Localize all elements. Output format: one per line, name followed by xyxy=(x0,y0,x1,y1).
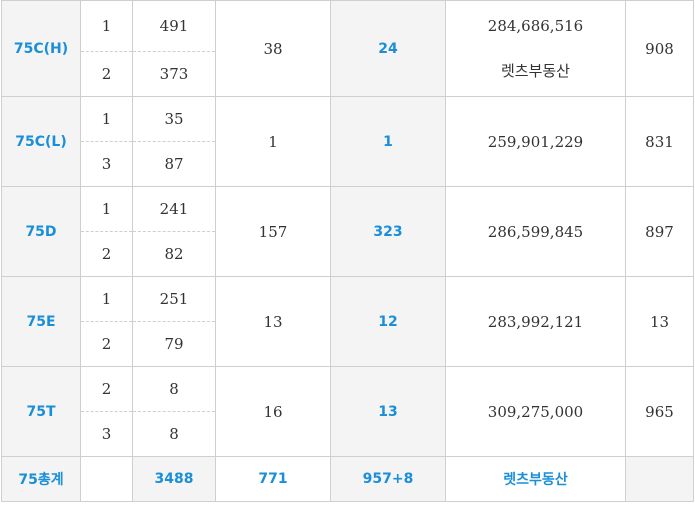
sub-cell: 1 xyxy=(80,0,133,52)
table-row: 2 79 xyxy=(2,321,694,367)
table-row: 3 8 xyxy=(2,411,694,457)
table-row: 3 87 xyxy=(2,141,694,187)
count-cell: 8 xyxy=(132,411,216,457)
value-b-cell: 24 xyxy=(330,0,446,97)
sub-cell: 2 xyxy=(80,366,133,412)
category-cell: 75D xyxy=(1,186,81,277)
total-last xyxy=(625,456,694,502)
table-row: 2 373 xyxy=(2,50,694,98)
category-cell: 75C(H) xyxy=(1,0,81,97)
value-b-cell: 1 xyxy=(330,96,446,187)
price-cell: 259,901,229 xyxy=(445,96,626,187)
last-value-cell: 13 xyxy=(625,276,694,367)
sub-cell: 3 xyxy=(80,411,133,457)
value-a-cell: 1 xyxy=(215,96,331,187)
category-cell: 75T xyxy=(1,366,81,457)
count-cell: 87 xyxy=(132,141,216,187)
last-value-cell: 897 xyxy=(625,186,694,277)
price-cell: 286,599,845 xyxy=(445,186,626,277)
total-row: 75총계 3488 771 957+8 렛츠부동산 xyxy=(1,456,694,502)
value-b-cell: 323 xyxy=(330,186,446,277)
sub-cell: 1 xyxy=(80,186,133,232)
last-value-cell: 831 xyxy=(625,96,694,187)
count-cell: 82 xyxy=(132,231,216,277)
price-cell: 309,275,000 xyxy=(445,366,626,457)
value-a-cell: 13 xyxy=(215,276,331,367)
total-price: 렛츠부동산 xyxy=(445,456,626,502)
table-row: 75T 2 8 16 13 309,275,000 965 xyxy=(1,366,694,457)
table-row: 2 82 xyxy=(2,231,694,277)
sub-cell: 2 xyxy=(80,50,133,98)
count-cell: 251 xyxy=(132,276,216,322)
total-b: 957+8 xyxy=(330,456,446,502)
value-a-cell: 157 xyxy=(215,186,331,277)
sub-cell: 2 xyxy=(80,231,133,277)
table-row: 75C(H) 1 491 38 24 284,686,516 렛츠부동산 908 xyxy=(1,0,694,97)
value-a-cell: 38 xyxy=(215,0,331,97)
count-cell: 8 xyxy=(132,366,216,412)
total-label: 75총계 xyxy=(1,456,81,502)
total-sub xyxy=(80,456,133,502)
count-cell: 79 xyxy=(132,321,216,367)
count-cell: 35 xyxy=(132,96,216,142)
total-count: 3488 xyxy=(132,456,216,502)
last-value-cell: 965 xyxy=(625,366,694,457)
table-row: 75C(L) 1 35 1 1 259,901,229 831 xyxy=(1,96,694,187)
price-cell: 283,992,121 xyxy=(445,276,626,367)
last-value-cell: 908 xyxy=(625,0,694,97)
table-row: 75D 1 241 157 323 286,599,845 897 xyxy=(1,186,694,277)
count-cell: 373 xyxy=(132,50,216,98)
table-row: 75E 1 251 13 12 283,992,121 13 xyxy=(1,276,694,367)
sub-cell: 3 xyxy=(80,141,133,187)
value-b-cell: 12 xyxy=(330,276,446,367)
sub-cell: 1 xyxy=(80,276,133,322)
price-note: 렛츠부동산 xyxy=(500,61,570,80)
count-cell: 491 xyxy=(132,0,216,52)
price-cell: 284,686,516 렛츠부동산 xyxy=(445,0,626,97)
total-a: 771 xyxy=(215,456,331,502)
count-cell: 241 xyxy=(132,186,216,232)
value-a-cell: 16 xyxy=(215,366,331,457)
price-value: 284,686,516 xyxy=(487,16,584,35)
value-b-cell: 13 xyxy=(330,366,446,457)
sub-cell: 2 xyxy=(80,321,133,367)
category-cell: 75C(L) xyxy=(1,96,81,187)
sub-cell: 1 xyxy=(80,96,133,142)
category-cell: 75E xyxy=(1,276,81,367)
